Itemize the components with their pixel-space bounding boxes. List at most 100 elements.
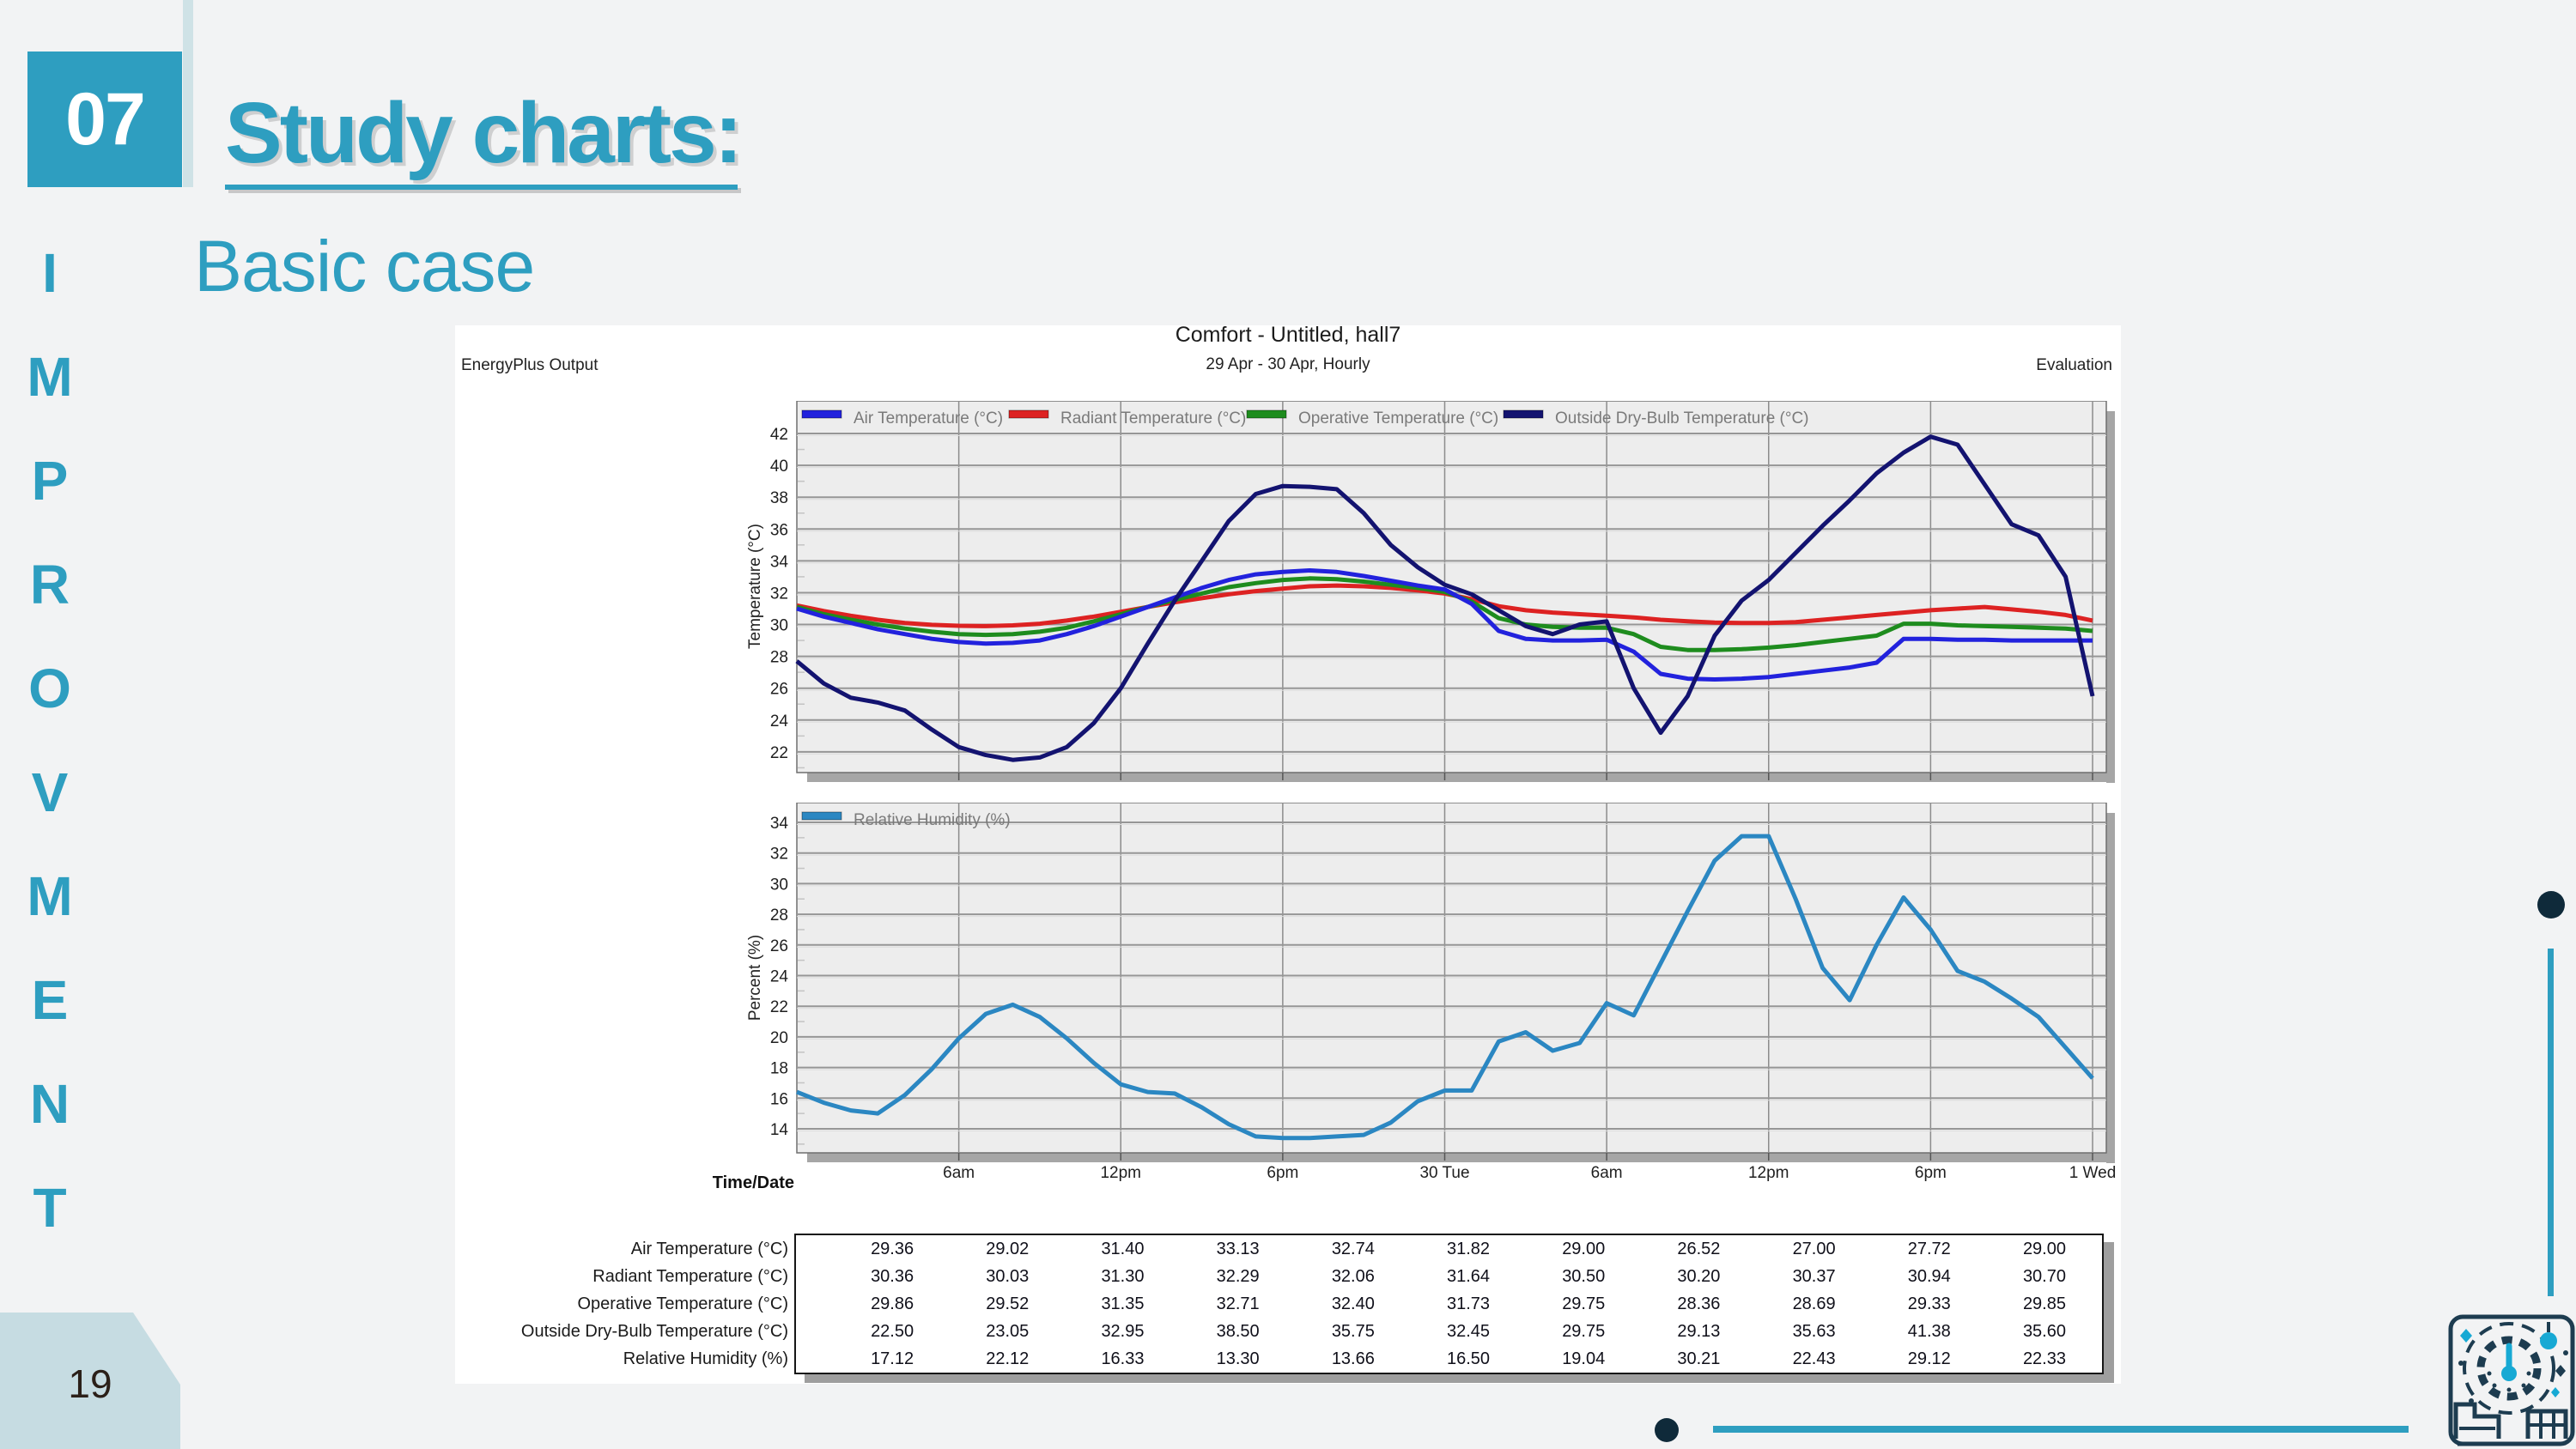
page-number: 19 <box>68 1361 112 1406</box>
chart-title: Comfort - Untitled, hall7 <box>1175 323 1401 347</box>
svg-text:16: 16 <box>770 1090 788 1108</box>
table-cell: 32.29 <box>1216 1267 1260 1286</box>
vertical-letter: E <box>31 969 69 1031</box>
table-cell: 32.40 <box>1331 1294 1375 1313</box>
table-cell: 41.38 <box>1907 1322 1951 1341</box>
table-cell: 26.52 <box>1677 1240 1721 1258</box>
table-cell: 29.00 <box>1562 1240 1606 1258</box>
table-cell: 32.95 <box>1101 1322 1145 1341</box>
table-cell: 28.69 <box>1792 1294 1836 1313</box>
table-cell: 32.74 <box>1331 1240 1375 1258</box>
data-table: 29.36 29.02 31.40 33.13 32.74 31.82 29.00 26.52… <box>794 1234 2104 1374</box>
table-row-label: Outside Dry-Bulb Temperature (°C) <box>520 1322 788 1341</box>
table-cell: 29.12 <box>1907 1349 1951 1368</box>
svg-text:24: 24 <box>770 968 789 986</box>
table-row: 29.86 29.52 31.35 32.71 32.40 31.73 29.75 28.36… <box>835 1290 2102 1318</box>
svg-text:42: 42 <box>770 426 788 444</box>
x-tick-label: 6pm <box>1914 1164 1947 1182</box>
svg-text:28: 28 <box>770 649 788 667</box>
svg-text:20: 20 <box>770 1029 788 1047</box>
table-row: 22.50 23.05 32.95 38.50 35.75 32.45 29.75 29.13… <box>835 1318 2102 1345</box>
table-cell: 35.63 <box>1792 1322 1836 1341</box>
building-thermometer-logo-icon <box>2448 1314 2575 1446</box>
table-cell: 30.70 <box>2022 1267 2066 1286</box>
right-dot <box>2537 891 2565 919</box>
svg-text:26: 26 <box>770 937 788 955</box>
table-cell: 29.52 <box>986 1294 1030 1313</box>
table-cell: 30.20 <box>1677 1267 1721 1286</box>
chart-subtitle: 29 Apr - 30 Apr, Hourly <box>1206 355 1370 373</box>
vertical-letter: M <box>27 346 73 408</box>
svg-text:22: 22 <box>770 744 788 762</box>
title-underline <box>225 185 738 190</box>
table-row-label: Operative Temperature (°C) <box>577 1294 789 1313</box>
table-cell: 32.45 <box>1447 1322 1491 1341</box>
svg-text:30: 30 <box>770 876 788 894</box>
svg-text:40: 40 <box>770 458 788 476</box>
table-cell: 30.36 <box>871 1267 914 1286</box>
bottom-accent-line <box>1713 1426 2409 1433</box>
table-cell: 31.64 <box>1447 1267 1491 1286</box>
table-cell: 29.75 <box>1562 1322 1606 1341</box>
table-cell: 32.71 <box>1216 1294 1260 1313</box>
table-cell: 30.03 <box>986 1267 1030 1286</box>
page-title: Study charts: <box>225 85 743 181</box>
svg-text:26: 26 <box>770 681 788 699</box>
bottom-dot <box>1655 1418 1679 1442</box>
table-cell: 31.82 <box>1447 1240 1491 1258</box>
table-cell: 16.50 <box>1447 1349 1491 1368</box>
table-cell: 29.33 <box>1907 1294 1951 1313</box>
svg-text:Relative Humidity (%): Relative Humidity (%) <box>854 811 1011 829</box>
vertical-letter: V <box>31 761 69 823</box>
table-cell: 22.33 <box>2022 1349 2066 1368</box>
table-cell: 31.73 <box>1447 1294 1491 1313</box>
vertical-letter: R <box>29 554 70 615</box>
svg-text:32: 32 <box>770 846 788 864</box>
table-cell: 30.94 <box>1907 1267 1951 1286</box>
table-row-label: Radiant Temperature (°C) <box>592 1267 788 1286</box>
table-row-label: Relative Humidity (%) <box>623 1349 788 1368</box>
vertical-letter: N <box>29 1073 70 1135</box>
table-row-label: Air Temperature (°C) <box>630 1240 788 1258</box>
table-cell: 29.86 <box>871 1294 914 1313</box>
section-number: 07 <box>65 77 146 161</box>
table-cell: 31.35 <box>1101 1294 1145 1313</box>
x-tick-label: 1 Wed <box>2069 1164 2117 1182</box>
section-number-box: 07 <box>27 52 182 187</box>
vertical-letter: O <box>28 658 71 719</box>
table-cell: 22.43 <box>1792 1349 1836 1368</box>
vertical-letter: T <box>33 1177 67 1239</box>
x-tick-label: 12pm <box>1747 1164 1789 1182</box>
table-cell: 29.02 <box>986 1240 1030 1258</box>
energyplus-output-label: EnergyPlus Output <box>461 356 598 374</box>
vertical-letter: M <box>27 865 73 927</box>
table-cell: 27.72 <box>1907 1240 1951 1258</box>
table-cell: 38.50 <box>1216 1322 1260 1341</box>
svg-text:34: 34 <box>770 815 789 833</box>
table-cell: 29.00 <box>2022 1240 2066 1258</box>
svg-text:14: 14 <box>770 1121 789 1139</box>
table-cell: 23.05 <box>986 1322 1030 1341</box>
x-tick-label: 30 Tue <box>1419 1164 1470 1182</box>
x-tick-label: 6am <box>1590 1164 1623 1182</box>
vertical-letter: I <box>42 242 58 304</box>
table-cell: 27.00 <box>1792 1240 1836 1258</box>
table-cell: 30.37 <box>1792 1267 1836 1286</box>
table-cell: 19.04 <box>1562 1349 1606 1368</box>
table-cell: 35.75 <box>1331 1322 1375 1341</box>
table-cell: 31.40 <box>1101 1240 1145 1258</box>
subtitle: Basic case <box>194 226 535 306</box>
x-tick-label: 6pm <box>1267 1164 1299 1182</box>
svg-text:24: 24 <box>770 712 789 731</box>
humidity-chart: 34 32 30 28 26 24 22 20 18 16 14 Relative Humidity … <box>770 803 2115 1163</box>
svg-text:34: 34 <box>770 553 789 571</box>
temperature-chart: 42 40 38 36 34 32 30 28 26 24 22 Air Temperature (°… <box>770 401 2115 783</box>
svg-text:18: 18 <box>770 1060 788 1078</box>
table-cell: 32.06 <box>1331 1267 1375 1286</box>
table-cell: 16.33 <box>1101 1349 1145 1368</box>
table-cell: 28.36 <box>1677 1294 1721 1313</box>
svg-text:36: 36 <box>770 521 788 539</box>
table-cell: 29.36 <box>871 1240 914 1258</box>
svg-text:38: 38 <box>770 489 788 507</box>
right-accent-line <box>2548 949 2554 1296</box>
